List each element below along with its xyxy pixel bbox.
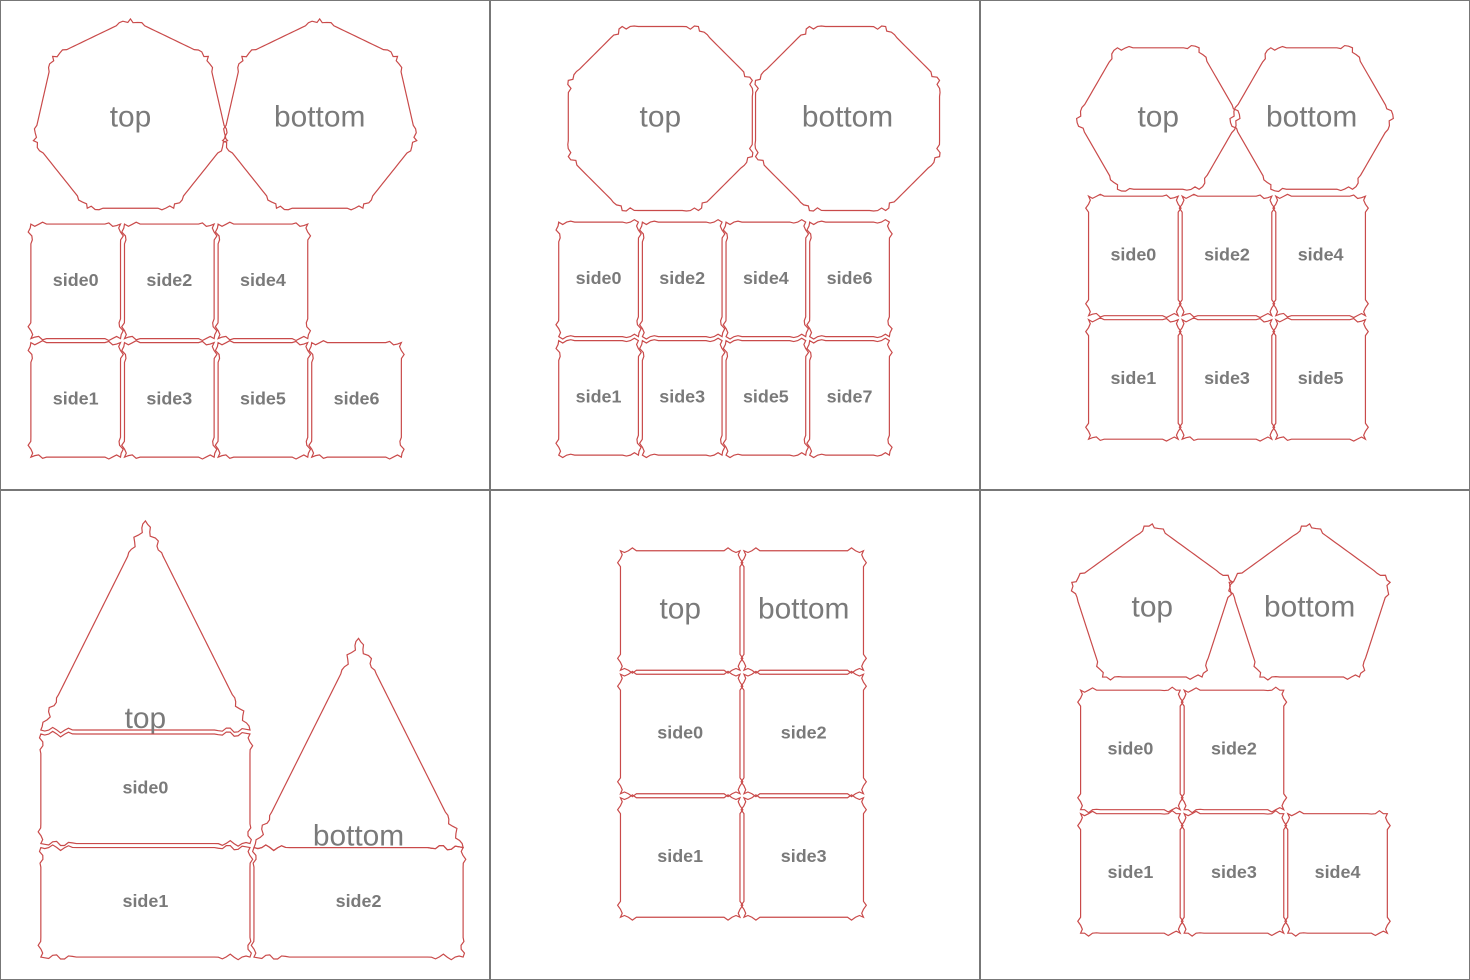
label-side0: side0	[53, 270, 99, 290]
label-side7: side7	[827, 387, 873, 407]
label-side2: side2	[1211, 739, 1257, 759]
label-top: top	[125, 702, 167, 735]
label-side2: side2	[1204, 245, 1250, 265]
label-side2: side2	[659, 268, 705, 288]
label-top: top	[640, 100, 682, 133]
label-top: top	[110, 100, 152, 133]
label-bottom: bottom	[802, 100, 893, 133]
label-side2: side2	[146, 270, 192, 290]
label-top: top	[1138, 100, 1180, 133]
label-side1: side1	[657, 846, 703, 866]
label-side5: side5	[1298, 368, 1344, 388]
label-side0: side0	[1110, 245, 1156, 265]
label-side1: side1	[1107, 862, 1153, 882]
label-bottom: bottom	[1264, 590, 1355, 623]
label-side2: side2	[781, 723, 827, 743]
label-side3: side3	[146, 389, 192, 409]
cell-triangle: topside0bottomside1side2	[0, 490, 490, 980]
label-side5: side5	[240, 389, 286, 409]
label-side4: side4	[240, 270, 286, 290]
label-side6: side6	[827, 268, 873, 288]
label-side1: side1	[123, 891, 169, 911]
label-side2: side2	[336, 891, 382, 911]
label-side0: side0	[1107, 739, 1153, 759]
label-side0: side0	[657, 723, 703, 743]
label-side1: side1	[53, 389, 99, 409]
cell-pentagon: top bottom side0 side2 side1 side3 side4	[980, 490, 1470, 980]
prism-net-grid: top bottom side0 side2 side4 side1 side3 side5 s…	[0, 0, 1470, 980]
label-bottom: bottom	[274, 100, 365, 133]
label-side3: side3	[1204, 368, 1250, 388]
label-side0: side0	[123, 778, 169, 798]
label-top: top	[1132, 590, 1174, 623]
label-side5: side5	[743, 387, 789, 407]
label-side4: side4	[1315, 862, 1361, 882]
cell-octagon: top bottom side0 side2 side4 side6 side1 side3 s…	[490, 0, 980, 490]
label-top: top	[659, 592, 701, 625]
label-side1: side1	[576, 387, 622, 407]
label-side3: side3	[781, 846, 827, 866]
cell-heptagon: top bottom side0 side2 side4 side1 side3 side5 s…	[0, 0, 490, 490]
label-side1: side1	[1110, 368, 1156, 388]
label-side3: side3	[1211, 862, 1257, 882]
label-side6: side6	[334, 389, 380, 409]
label-bottom: bottom	[758, 592, 849, 625]
label-side0: side0	[576, 268, 622, 288]
cell-hexagon: top bottom side0 side2 side4 side1 side3 side5	[980, 0, 1470, 490]
label-side3: side3	[659, 387, 705, 407]
label-side4: side4	[1298, 245, 1344, 265]
cell-square: top bottom side0 side2 side1 side3	[490, 490, 980, 980]
label-bottom: bottom	[1266, 100, 1357, 133]
label-side4: side4	[743, 268, 789, 288]
